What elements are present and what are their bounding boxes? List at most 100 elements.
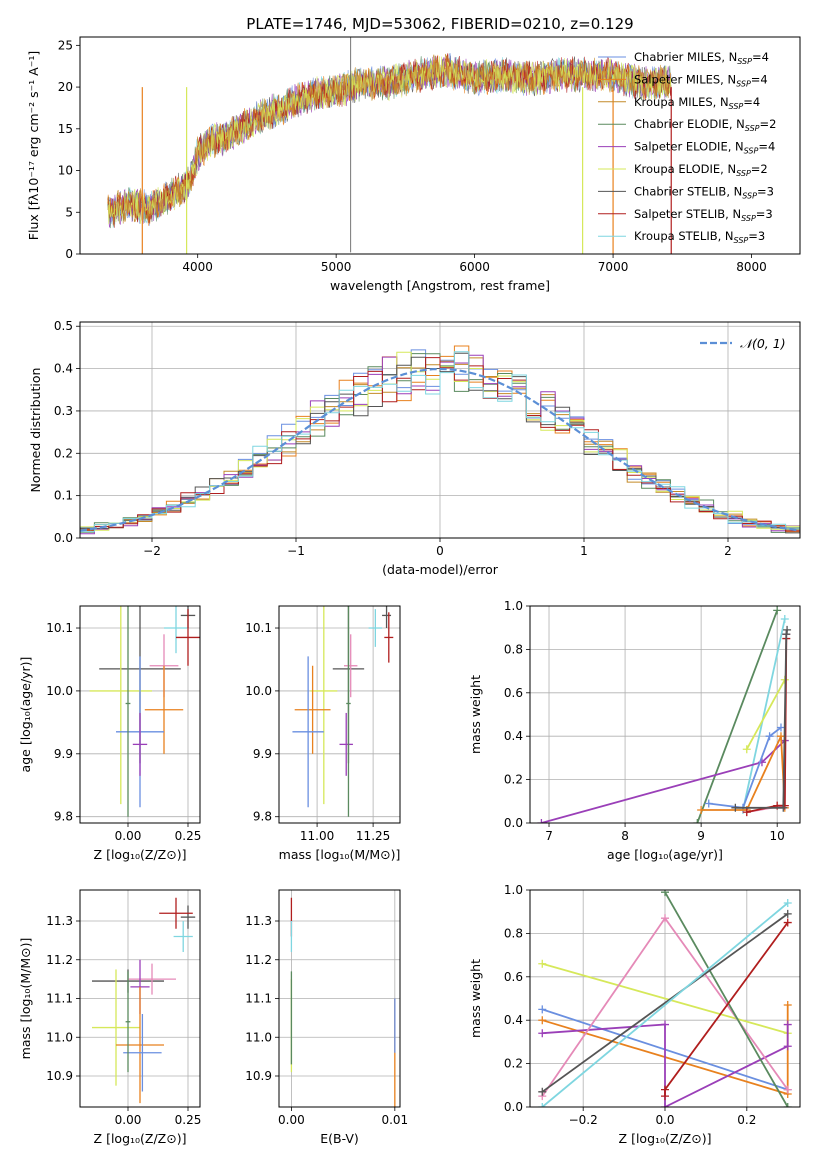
y-tick-label: 25 (58, 38, 73, 52)
errorbar-point (159, 897, 193, 929)
grid (279, 890, 400, 1107)
x-tick-label: 7 (545, 829, 553, 843)
x-tick-label: 0.25 (175, 829, 202, 843)
weight-marker (783, 1001, 792, 1010)
ticks: 0.00 0.25 10.9 11.0 11.1 11.2 11.3 (46, 914, 201, 1127)
y-tick-label: 0.2 (54, 446, 73, 460)
spectrum-line (107, 56, 672, 225)
ticks: −0.2 0.0 0.2 0.0 0.2 0.4 0.6 0.8 1.0 (504, 883, 756, 1127)
weight-marker (782, 630, 791, 639)
weight-marker (538, 1029, 547, 1038)
weight-lines (537, 606, 792, 823)
weight-line (746, 634, 788, 813)
y-tick-label: 0.6 (504, 970, 523, 984)
y-tick-label: 10.9 (245, 1069, 272, 1083)
grid (530, 605, 800, 824)
y-tick-label: 5 (65, 205, 73, 219)
y-tick-label: 10.0 (46, 684, 73, 698)
x-axis-label: (data-model)/error (382, 562, 499, 577)
x-tick-label: 11.25 (356, 829, 390, 843)
weight-line (542, 1023, 789, 1107)
x-tick-label: 10 (770, 829, 785, 843)
errorbars (292, 606, 394, 817)
y-tick-label: 1.0 (504, 599, 523, 613)
x-tick-label: 4000 (182, 260, 213, 274)
weight-marker (783, 1020, 792, 1029)
x-tick-label: 8000 (736, 260, 767, 274)
x-tick-label: 2 (724, 544, 732, 558)
x-tick-label: 0.00 (115, 1113, 142, 1127)
y-tick-label: 15 (58, 122, 73, 136)
axes-frame (529, 605, 801, 824)
errorbar-point (89, 606, 152, 805)
weight-marker (731, 803, 740, 812)
legend-label: Kroupa MILES, NSSP=4 (634, 95, 760, 111)
errorbar-point (116, 986, 164, 1104)
axes-frame (79, 605, 201, 824)
y-axis-label: mass [log₁₀(M/M⊙)] (18, 938, 33, 1060)
x-tick-label: −2 (143, 544, 161, 558)
y-tick-label: 11.2 (245, 953, 272, 967)
weight-line (541, 902, 789, 1107)
legend-label: Kroupa ELODIE, NSSP=2 (634, 162, 768, 178)
weight-marker (538, 1087, 547, 1096)
weight-marker (765, 732, 774, 741)
weight-marker (538, 1016, 547, 1025)
x-tick-label: 0.2 (737, 1113, 756, 1127)
axes-frame (79, 321, 801, 539)
weight-marker (783, 1042, 792, 1051)
axes-frame (278, 605, 401, 824)
legend-label: Salpeter MILES, NSSP=4 (634, 72, 768, 88)
age_vs_mass-panel: 11.00 11.25 9.8 9.9 10.0 10.1 mass [log₁₀(M/M⊙… (245, 605, 401, 862)
weight-line (701, 735, 786, 811)
y-tick-label: 10.0 (245, 684, 272, 698)
x-tick-label: 6000 (459, 260, 490, 274)
y-tick-label: 0.8 (504, 926, 523, 940)
errorbars (89, 606, 200, 817)
weight-marker (538, 1103, 547, 1107)
errorbar-point (176, 609, 200, 666)
errorbar-point (384, 612, 394, 663)
x-tick-label: 0 (436, 544, 444, 558)
y-tick-label: 9.9 (54, 747, 73, 761)
y-tick-label: 1.0 (504, 883, 523, 897)
y-tick-label: 11.2 (46, 953, 73, 967)
weight-marker (661, 890, 669, 897)
y-tick-label: 0.0 (504, 816, 523, 830)
y-tick-label: 11.0 (245, 1030, 272, 1044)
legend-label: Salpeter ELODIE, NSSP=4 (634, 140, 775, 156)
y-tick-label: 0 (65, 247, 73, 261)
errorbar-point (292, 656, 324, 808)
weight-marker (661, 1085, 669, 1094)
y-tick-label: 20 (58, 80, 73, 94)
histogram-step (80, 351, 800, 533)
weight-marker (783, 1103, 792, 1107)
ticks: 0.00 0.01 10.9 11.0 11.1 11.2 11.3 (245, 914, 408, 1127)
axes-frame (278, 889, 401, 1108)
weight-marker (783, 625, 792, 634)
y-tick-label: 0.8 (504, 642, 523, 656)
errorbar-point (92, 969, 140, 1086)
x-axis-label: age [log₁₀(age/yr)] (607, 847, 723, 862)
ticks: 0.00 0.25 9.8 9.9 10.0 10.1 (46, 621, 201, 843)
x-axis-label: E(B-V) (320, 1131, 359, 1146)
legend-label: 𝒩(0, 1) (740, 336, 786, 351)
normal-curve (80, 367, 800, 532)
ticks: −2 −1 0 1 2 0.0 0.1 0.2 0.3 0.4 0.5 (54, 319, 732, 558)
errorbars (290, 897, 396, 1107)
y-tick-label: 11.0 (46, 1030, 73, 1044)
y-tick-label: 9.8 (253, 810, 272, 824)
figure-title: PLATE=1746, MJD=53062, FIBERID=0210, z=0… (246, 15, 633, 33)
weight-marker (742, 808, 751, 817)
weight-marker (661, 1103, 669, 1107)
legend-label: Chabrier MILES, NSSP=4 (634, 50, 769, 66)
weight-line (541, 913, 789, 1093)
errorbar-point (343, 634, 358, 698)
legend-label: Salpeter STELIB, NSSP=3 (634, 207, 773, 223)
y-axis-label: age [log₁₀(age/yr)] (18, 657, 33, 773)
x-tick-label: 0.00 (278, 1113, 305, 1127)
weight-line (696, 609, 779, 823)
y-tick-label: 0.4 (504, 729, 523, 743)
x-axis-label: Z [log₁₀(Z/Z⊙)] (94, 847, 187, 862)
